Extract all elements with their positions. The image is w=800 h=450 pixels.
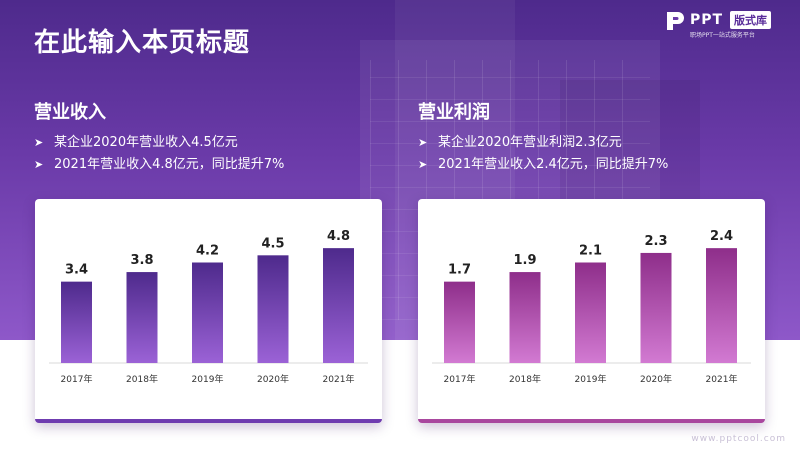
- x-tick-label: 2017年: [444, 373, 476, 385]
- x-tick-label: 2021年: [706, 373, 738, 385]
- bar: [444, 281, 475, 363]
- logo-p-icon: [667, 12, 684, 30]
- bullet-text: 2021年营业收入2.4亿元，同比提升7%: [438, 157, 669, 172]
- bar: [640, 252, 672, 363]
- data-label: 3.4: [65, 263, 88, 278]
- arrow-bullet-icon: ➤: [34, 158, 44, 171]
- bar: [61, 281, 92, 363]
- bullet-text: 2021年营业收入4.8亿元，同比提升7%: [54, 157, 285, 172]
- profit-bar-chart: 1.7 2017年 1.9 2018年 2.1 2019年 2.3 2020年 2.4 2021年: [432, 229, 751, 385]
- bullet-item: ➤ 2021年营业收入4.8亿元，同比提升7%: [34, 154, 284, 176]
- bullet-text: 某企业2020年营业收入4.5亿元: [54, 135, 238, 150]
- arrow-bullet-icon: ➤: [418, 136, 428, 149]
- section-title-profit: 营业利润: [418, 102, 490, 123]
- x-tick-label: 2021年: [323, 373, 355, 385]
- bullet-text: 某企业2020年营业利润2.3亿元: [438, 135, 622, 150]
- bullet-item: ➤ 某企业2020年营业收入4.5亿元: [34, 132, 284, 154]
- revenue-bullets: ➤ 某企业2020年营业收入4.5亿元 ➤ 2021年营业收入4.8亿元，同比提升7…: [34, 132, 284, 176]
- arrow-bullet-icon: ➤: [34, 136, 44, 149]
- bar: [575, 262, 606, 363]
- bar: [323, 248, 354, 363]
- profit-bullets: ➤ 某企业2020年营业利润2.3亿元 ➤ 2021年营业收入2.4亿元，同比提升7…: [418, 132, 668, 176]
- x-tick-label: 2020年: [640, 373, 672, 385]
- arrow-bullet-icon: ➤: [418, 158, 428, 171]
- data-label: 4.5: [261, 236, 284, 251]
- logo-badge: 版式库: [730, 11, 771, 29]
- website-watermark: www.pptcool.com: [691, 434, 786, 444]
- brand-logo: PPT 版式库 职场PPT一站式服务平台: [664, 8, 784, 40]
- data-label: 2.4: [710, 229, 733, 244]
- x-tick-label: 2018年: [509, 373, 541, 385]
- x-tick-label: 2017年: [61, 373, 93, 385]
- data-label: 2.1: [579, 244, 602, 259]
- x-tick-label: 2019年: [575, 373, 607, 385]
- section-title-revenue: 营业收入: [34, 102, 106, 123]
- bar: [509, 272, 541, 363]
- revenue-chart-card: 3.4 2017年 3.8 2018年 4.2 2019年 4.5 2020年 4.8 2021年: [35, 199, 382, 423]
- page-title: 在此输入本页标题: [34, 28, 251, 58]
- logo-tagline: 职场PPT一站式服务平台: [690, 32, 755, 39]
- bullet-item: ➤ 2021年营业收入2.4亿元，同比提升7%: [418, 154, 668, 176]
- bar: [126, 272, 158, 363]
- data-label: 1.7: [448, 263, 471, 278]
- bullet-item: ➤ 某企业2020年营业利润2.3亿元: [418, 132, 668, 154]
- data-label: 4.2: [196, 244, 219, 259]
- profit-chart-card: 1.7 2017年 1.9 2018年 2.1 2019年 2.3 2020年 2.4 2021年: [418, 199, 765, 423]
- data-label: 3.8: [130, 253, 153, 268]
- data-label: 4.8: [327, 229, 350, 244]
- bar: [257, 255, 289, 363]
- x-tick-label: 2019年: [192, 373, 224, 385]
- profit-section: 营业利润 ➤ 某企业2020年营业利润2.3亿元 ➤ 2021年营业收入2.4亿元，…: [418, 98, 668, 176]
- x-tick-label: 2018年: [126, 373, 158, 385]
- data-label: 2.3: [644, 234, 667, 249]
- bar: [192, 262, 223, 363]
- bar: [706, 248, 737, 363]
- data-label: 1.9: [513, 253, 536, 268]
- revenue-bar-chart: 3.4 2017年 3.8 2018年 4.2 2019年 4.5 2020年 4.8 2021年: [49, 229, 368, 385]
- revenue-section: 营业收入 ➤ 某企业2020年营业收入4.5亿元 ➤ 2021年营业收入4.8亿元，…: [34, 98, 284, 176]
- x-tick-label: 2020年: [257, 373, 289, 385]
- logo-brand: PPT: [690, 12, 724, 28]
